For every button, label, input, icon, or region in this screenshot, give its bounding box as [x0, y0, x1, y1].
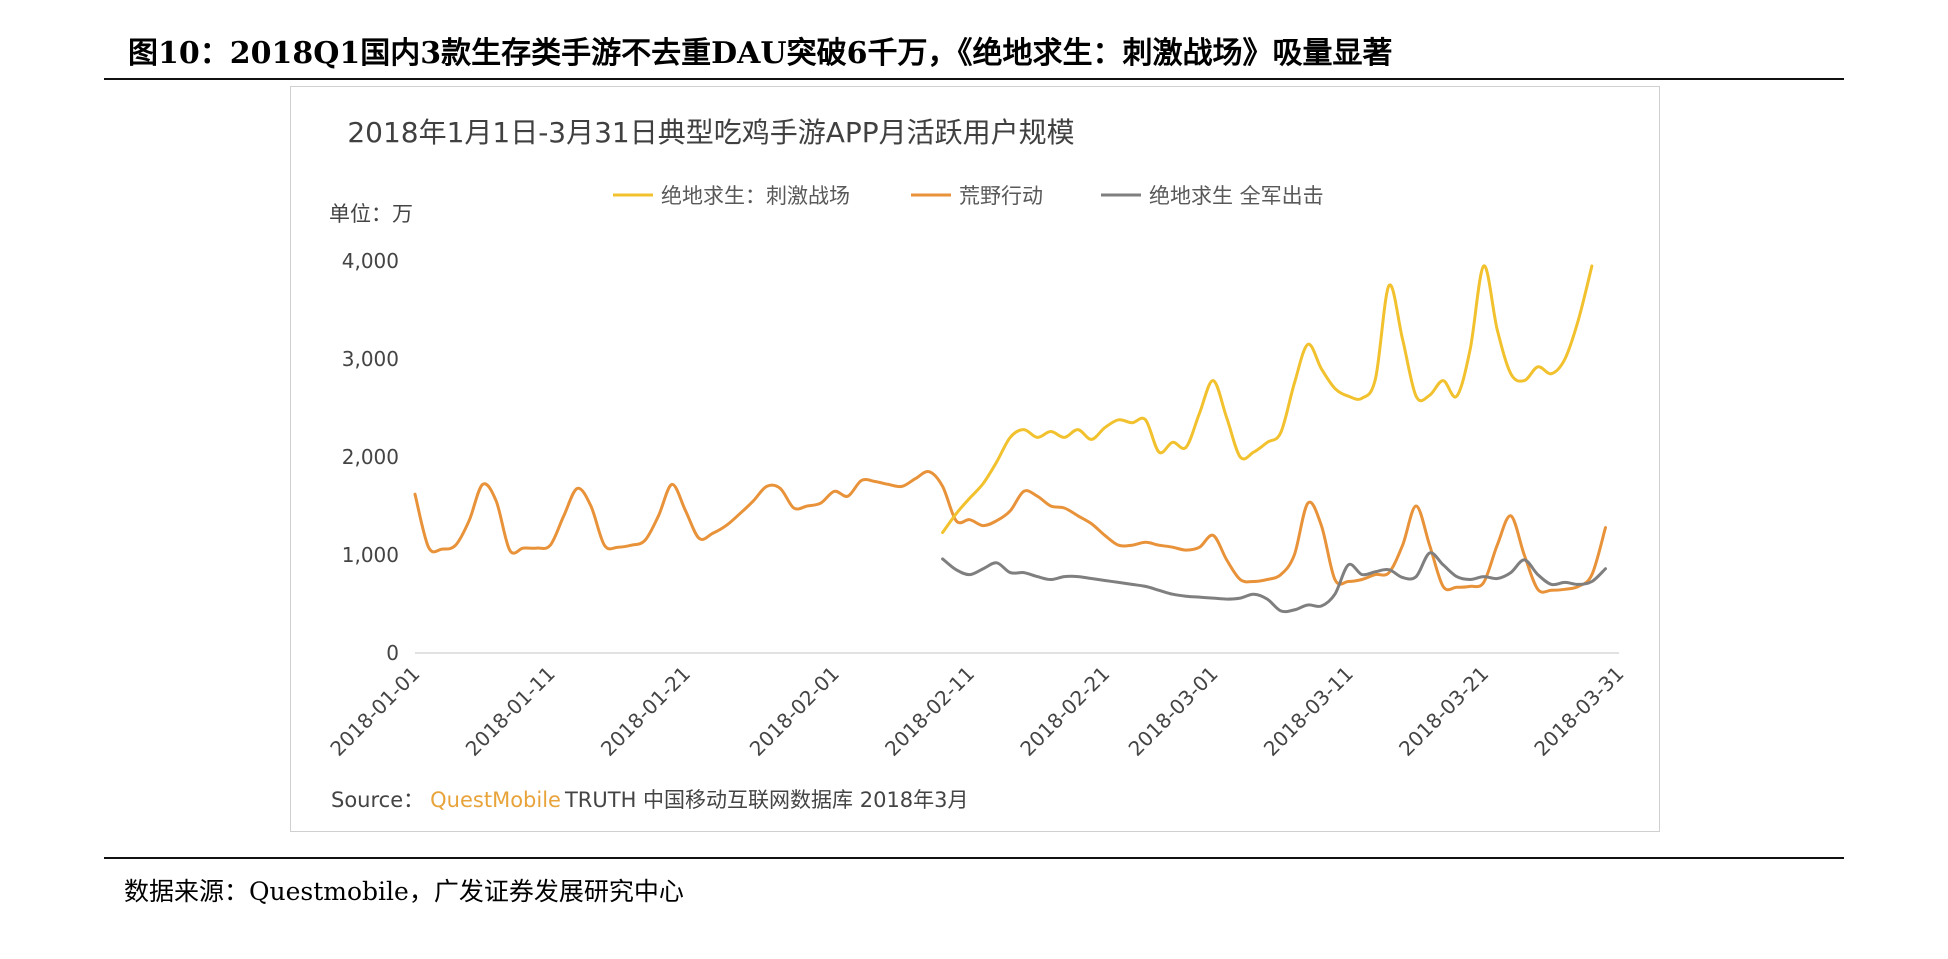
- chart-frame: 2018年1月1日-3月31日典型吃鸡手游APP月活跃用户规模 绝地求生：刺激战…: [290, 86, 1660, 832]
- line-chart: 2018年1月1日-3月31日典型吃鸡手游APP月活跃用户规模 绝地求生：刺激战…: [325, 116, 1628, 812]
- series-line-cjzc: [941, 264, 1594, 534]
- top-divider: [104, 78, 1844, 80]
- x-tick-label: 2018-02-21: [1015, 662, 1114, 761]
- y-tick-label: 4,000: [342, 249, 399, 273]
- bottom-divider: [104, 857, 1844, 859]
- y-tick-label: 2,000: [342, 445, 399, 469]
- legend-label-qjcj: 绝地求生 全军出击: [1149, 184, 1324, 208]
- chart-source: Source： QuestMobile TRUTH 中国移动互联网数据库 2018年…: [331, 788, 969, 812]
- legend-label-hyxd: 荒野行动: [959, 184, 1043, 208]
- series-line-hyxd: [413, 470, 1607, 594]
- x-tick-label: 2018-03-01: [1124, 662, 1223, 761]
- legend: 绝地求生：刺激战场 荒野行动 绝地求生 全军出击: [613, 184, 1324, 208]
- legend-label-cjzc: 绝地求生：刺激战场: [661, 184, 850, 208]
- y-axis-unit: 单位：万: [329, 202, 413, 226]
- x-tick-label: 2018-03-21: [1394, 662, 1493, 761]
- x-tick-label: 2018-03-11: [1259, 662, 1358, 761]
- x-tick-label: 2018-03-31: [1529, 662, 1628, 761]
- x-tick-label: 2018-02-01: [745, 662, 844, 761]
- chart-source-prefix: Source：: [331, 788, 424, 812]
- source-note: 数据来源：Questmobile，广发证券发展研究中心: [124, 877, 684, 906]
- x-tick-label: 2018-01-01: [325, 662, 424, 761]
- y-tick-label: 1,000: [342, 543, 399, 567]
- x-tick-label: 2018-01-21: [596, 662, 695, 761]
- y-tick-label: 3,000: [342, 347, 399, 371]
- figure-title: 图10：2018Q1国内3款生存类手游不去重DAU突破6千万，《绝地求生：刺激战…: [128, 36, 1393, 71]
- chart-source-rest: TRUTH 中国移动互联网数据库 2018年3月: [564, 788, 969, 812]
- x-tick-label: 2018-02-11: [880, 662, 979, 761]
- chart-title: 2018年1月1日-3月31日典型吃鸡手游APP月活跃用户规模: [347, 116, 1074, 149]
- series-line-qjcj: [941, 551, 1607, 614]
- y-tick-label: 0: [386, 641, 399, 665]
- chart-source-brand: QuestMobile: [430, 788, 561, 812]
- x-tick-label: 2018-01-11: [461, 662, 560, 761]
